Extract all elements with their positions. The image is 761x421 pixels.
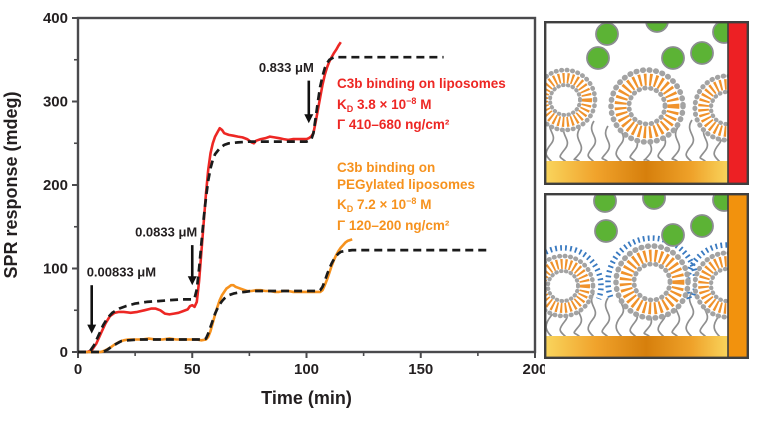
- x-axis-title: Time (min): [261, 388, 352, 408]
- liposomes-measured-curve: [78, 41, 342, 354]
- c3b-protein-icon: [661, 46, 685, 70]
- x-tick-label: 100: [294, 361, 319, 378]
- tether-squiggle: [587, 292, 597, 338]
- pegylated-measured-curve: [78, 238, 353, 354]
- tether-squiggle: [601, 125, 611, 163]
- liposome: [611, 70, 683, 142]
- injection-arrow-head: [187, 276, 197, 286]
- x-tick-label: 200: [522, 361, 545, 378]
- panel-border: [544, 193, 749, 359]
- y-axis-title: SPR response (mdeg): [1, 91, 21, 278]
- tether-squiggle: [671, 126, 681, 163]
- gold-sensor-surface: [546, 336, 728, 357]
- x-tick-label: 50: [184, 361, 201, 378]
- spr-chart: 0 50 100 150 200 0 100 200 300 400 Time (min) SPR r…: [1, 10, 545, 408]
- tether-squiggle: [601, 297, 611, 338]
- liposomes-fit-curve: [78, 55, 444, 354]
- injection-arrow-head: [87, 324, 97, 334]
- tether-squiggle: [573, 127, 583, 163]
- schematic-pegylated-panel: [544, 193, 749, 359]
- pegylated-fit-curve: [78, 248, 490, 354]
- injection-annotation-label: 0.00833 μM: [87, 265, 156, 280]
- liposome: [544, 70, 595, 130]
- schematic-liposomes-panel: [544, 21, 749, 185]
- gold-sensor-surface: [546, 161, 728, 183]
- liposome: [616, 246, 688, 318]
- panel-indicator-bar-red: [728, 23, 747, 183]
- liposome: [544, 256, 593, 316]
- y-tick-label: 200: [43, 177, 68, 194]
- x-tick-label: 0: [74, 361, 82, 378]
- c3b-protein-icon: [690, 41, 714, 65]
- tether-squiggle: [587, 120, 597, 163]
- panel-indicator-bar-orange: [728, 195, 747, 357]
- tether-squiggle: [685, 119, 695, 163]
- injection-arrow-head: [304, 114, 314, 124]
- c3b-protein-icon: [661, 223, 685, 247]
- x-tick-label: 150: [408, 361, 433, 378]
- y-tick-label: 100: [43, 261, 68, 278]
- c3b-protein-icon: [594, 219, 618, 243]
- y-tick-label: 400: [43, 10, 68, 27]
- c3b-protein-icon: [595, 23, 619, 46]
- c3b-protein-icon: [586, 46, 610, 70]
- c3b-protein-icon: [690, 214, 714, 238]
- peg-corona: [684, 242, 728, 300]
- panel-border: [544, 21, 749, 185]
- c3b-protein-icon: [593, 195, 617, 213]
- tether-squiggle: [685, 291, 695, 338]
- injection-annotation-label: 0.833 μM: [259, 60, 314, 75]
- tether-squiggle: [699, 124, 709, 163]
- tether-layer: [546, 117, 723, 163]
- y-tick-label: 300: [43, 94, 68, 111]
- injection-annotation-label: 0.0833 μM: [135, 225, 197, 240]
- y-tick-label: 0: [60, 344, 68, 361]
